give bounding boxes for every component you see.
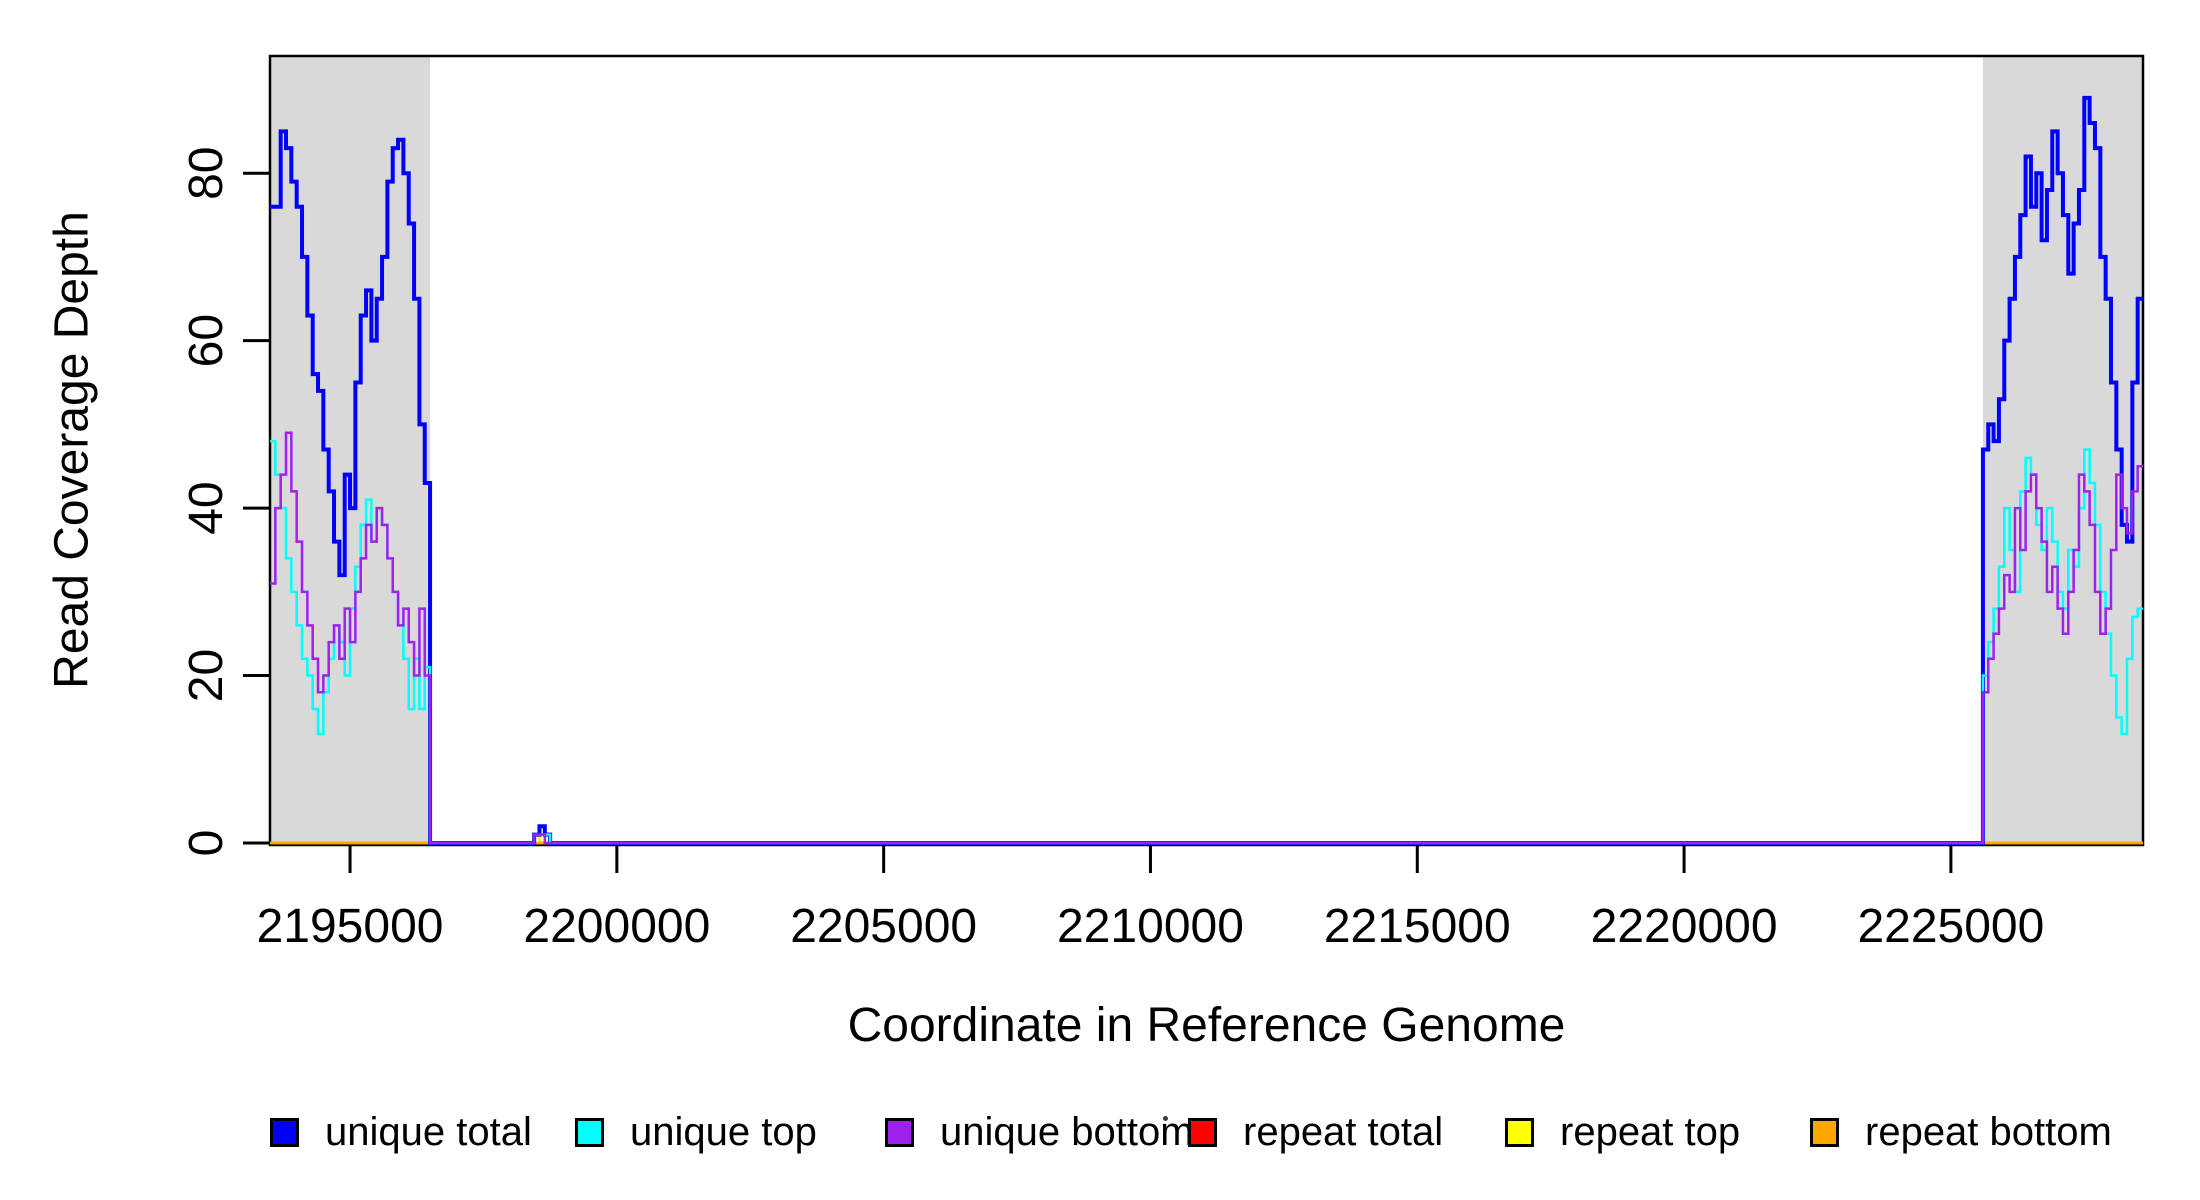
legend-label: unique top [630,1110,817,1154]
legend-label: unique bottom [940,1110,1194,1154]
y-tick-label: 20 [180,649,233,702]
series-group [270,95,2143,845]
legend-swatch [270,1117,299,1147]
y-tick-label: 40 [180,481,233,534]
x-tick-label: 2195000 [257,900,444,953]
series-line-unique-top [270,439,2143,845]
y-tick-label: 0 [180,830,233,857]
legend-label: repeat bottom [1865,1110,2112,1154]
x-tick-label: 2215000 [1324,900,1511,953]
plot-box [268,54,2145,847]
stray-dot [1163,1116,1168,1121]
series-line-unique-bottom [270,431,2143,845]
legend-swatch [885,1117,914,1147]
legend-item: repeat top [1505,1112,1740,1152]
legend-label: repeat total [1243,1110,1444,1154]
legend-swatch [575,1117,604,1147]
legend-item: unique total [270,1112,532,1152]
legend-item: repeat bottom [1810,1112,2112,1152]
x-tick-label: 2225000 [1857,900,2044,953]
legend-item: unique bottom [885,1112,1194,1152]
legend-swatch [1810,1117,1839,1147]
legend-swatch [1505,1117,1534,1147]
y-axis-title: Read Coverage Depth [45,211,99,689]
x-tick-label: 2205000 [790,900,977,953]
legend-label: unique total [325,1110,532,1154]
legend-label: repeat top [1560,1110,1741,1154]
x-tick-label: 2200000 [523,900,710,953]
y-tick-label: 60 [180,314,233,367]
x-tick-label: 2210000 [1057,900,1244,953]
legend-item: repeat total [1188,1112,1443,1152]
legend-swatch [1188,1117,1217,1147]
series-line-unique-total [270,95,2143,845]
x-tick-label: 2220000 [1591,900,1778,953]
y-tick-label: 80 [180,147,233,200]
x-axis-title: Coordinate in Reference Genome [847,999,1566,1052]
legend-item: unique top [575,1112,817,1152]
